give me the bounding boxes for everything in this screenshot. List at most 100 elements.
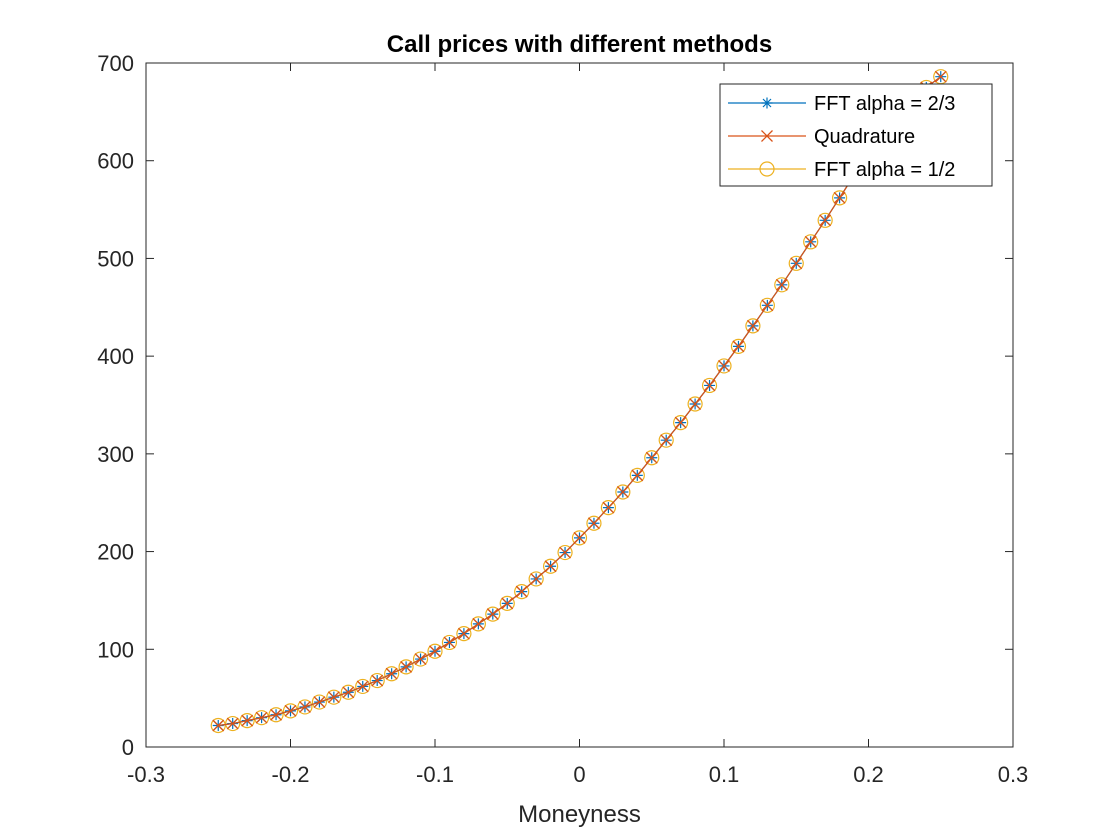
series-2-point-28 (615, 484, 631, 500)
series-2-point-21 (514, 584, 530, 600)
series-2-point-15-shape (427, 643, 443, 659)
series-2-point-4-shape (268, 707, 284, 723)
series-1-point-0 (212, 719, 225, 732)
series-2-point-30 (644, 450, 660, 466)
series-2-point-0 (210, 717, 226, 734)
series-1-point-37 (746, 319, 759, 332)
series-1-point-22 (530, 572, 543, 585)
x-tick-label-3: 0 (573, 762, 585, 787)
series-2-point-7 (311, 694, 327, 710)
x-tick-label-0: -0.3 (127, 762, 165, 787)
series-1-point-1 (226, 717, 239, 730)
series-1-point-41 (804, 235, 817, 248)
series-2-point-25-shape (571, 530, 588, 546)
series-1-point-18-shape (472, 617, 485, 630)
series-2-point-27-shape (600, 500, 617, 516)
series-2-point-32 (673, 414, 689, 431)
series-1-point-7 (313, 696, 326, 709)
series-1-point-11-shape (371, 674, 384, 687)
series-1-point-18 (472, 617, 485, 630)
legend-entry-2: FFT alpha = 1/2 (728, 159, 955, 181)
series-2-point-11-shape (369, 672, 385, 689)
series-1-point-16-shape (443, 636, 456, 649)
legend[interactable]: FFT alpha = 2/3 Quadrature FFT alpha = 1/2 (719, 83, 993, 187)
series-1-point-39-shape (775, 278, 788, 291)
x-tick-label-4: 0.1 (709, 762, 740, 787)
chart-title: Call prices with different methods (387, 31, 772, 58)
series-2-point-36 (730, 338, 747, 354)
series-1-point-25 (573, 531, 586, 544)
series-2-point-12 (384, 666, 400, 682)
series-2-point-20-shape (499, 595, 515, 611)
series-1-point-6-shape (298, 700, 311, 713)
series-2-point-24-shape (557, 544, 573, 561)
series-1-point-12-shape (385, 667, 398, 680)
series-1-point-37-shape (746, 319, 759, 332)
series-1-point-8-shape (327, 691, 340, 704)
series-2-point-6 (297, 699, 313, 715)
series-2-point-8-shape (326, 689, 342, 705)
series-1-point-38-shape (761, 299, 774, 312)
series-1-point-8 (327, 691, 340, 704)
legend-entry-0: FFT alpha = 2/3 (728, 93, 955, 115)
series-1-point-28 (616, 486, 629, 498)
series-2-point-43 (831, 190, 848, 206)
series-2-point-1-shape (225, 715, 241, 732)
series-1-point-31 (660, 434, 673, 447)
series-1-point-29 (631, 469, 644, 482)
series-1-point-19-shape (486, 608, 499, 621)
series-2-point-1 (225, 715, 241, 732)
series-2-point-23 (542, 558, 559, 574)
series-2-point-42 (817, 212, 833, 228)
series-2-point-5-shape (282, 703, 299, 719)
series-2-point-11 (369, 672, 385, 689)
series-1-point-27-shape (602, 501, 615, 514)
series-2-point-25 (571, 530, 588, 546)
series-2-point-22 (528, 571, 544, 587)
series-1-point-20-shape (501, 597, 514, 610)
series-1-point-3 (255, 711, 268, 724)
series-2-point-7-shape (311, 694, 327, 710)
series-1-point-13-shape (400, 660, 413, 673)
series-1-point-42 (819, 214, 832, 227)
series-2-point-23-shape (542, 558, 559, 574)
series-1-point-15 (429, 645, 441, 658)
series-1-point-42-shape (819, 214, 832, 227)
series-1-point-14 (414, 653, 427, 666)
series-2-point-38-shape (759, 297, 775, 313)
series-2-point-15 (427, 643, 443, 659)
series-1-point-9-shape (342, 686, 355, 699)
y-tick-label-6: 600 (97, 149, 134, 174)
legend-marker-2-shape (759, 161, 775, 177)
series-1-point-43-shape (833, 191, 846, 204)
x-tick-label-6: 0.3 (998, 762, 1029, 787)
series-2-point-10-shape (355, 678, 371, 695)
series-1-point-2-shape (241, 714, 254, 727)
series-2-point-3 (254, 710, 270, 726)
series-1-point-35-shape (718, 359, 730, 372)
series-2-point-19-shape (485, 606, 501, 622)
series-2-point-28-shape (615, 484, 631, 500)
series-2-point-8 (326, 689, 342, 705)
series-2-point-5 (282, 703, 299, 719)
legend-label-0: FFT alpha = 2/3 (814, 93, 955, 115)
legend-marker-0-shape (761, 97, 773, 109)
series-2-point-26 (586, 515, 602, 531)
series-1-point-32 (674, 416, 687, 429)
series-1-point-38 (761, 299, 774, 312)
series-1-point-7-shape (313, 696, 326, 709)
series-1-point-24-shape (559, 546, 572, 559)
series-1-point-34-shape (703, 379, 716, 392)
series-1-point-22-shape (530, 572, 543, 585)
series-2-point-27 (600, 500, 617, 516)
series-1-point-20 (501, 597, 514, 610)
series-2-point-37-shape (745, 318, 761, 334)
ticks-layer: -0.3 -0.2 -0.1 0 0.1 0.2 0.3 0 100 200 300 400 500 60… (97, 51, 1028, 787)
series-2-point-38 (759, 297, 775, 313)
series-1-point-13 (400, 660, 413, 673)
series-2-point-30-shape (644, 450, 660, 466)
series-1-point-33-shape (689, 398, 702, 410)
series-2-point-16 (441, 634, 458, 651)
series-2-point-18 (470, 616, 486, 632)
